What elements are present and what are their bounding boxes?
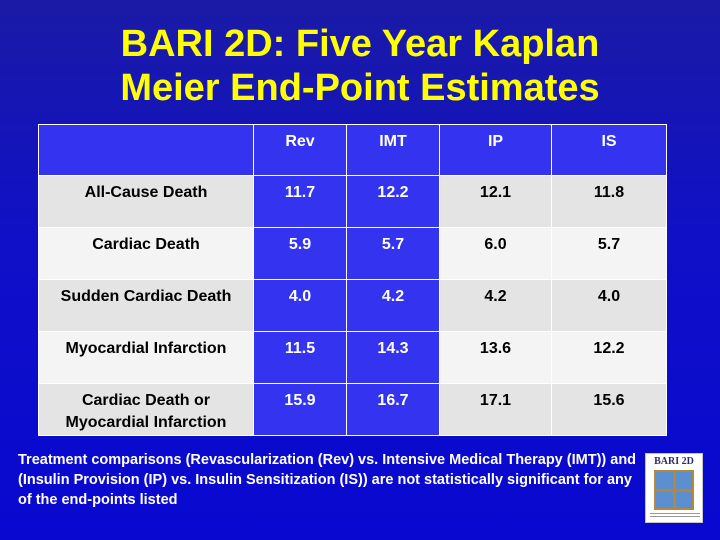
table-header-empty	[38, 124, 254, 176]
slide-title-line-2: Meier End-Point Estimates	[120, 67, 600, 109]
logo-tagline-lines	[650, 513, 700, 519]
table-cell: 4.2	[439, 279, 552, 332]
column-header-is: IS	[551, 124, 667, 176]
table-cell: 12.2	[551, 331, 667, 384]
table-cell: 4.0	[551, 279, 667, 332]
table-cell: 5.9	[253, 227, 347, 280]
logo-text: BARI 2D	[654, 456, 694, 467]
row-label: Cardiac Death	[38, 227, 254, 280]
endpoint-estimates-table: Rev IMT IP IS All-Cause Death 11.7 12.2 …	[38, 124, 667, 436]
table-cell: 17.1	[439, 383, 552, 436]
table-cell: 11.7	[253, 175, 347, 228]
column-header-rev: Rev	[253, 124, 347, 176]
row-label: Sudden Cardiac Death	[38, 279, 254, 332]
table-cell: 12.1	[439, 175, 552, 228]
table-cell: 6.0	[439, 227, 552, 280]
bari-2d-logo: BARI 2D	[645, 453, 703, 523]
table-cell: 4.0	[253, 279, 347, 332]
table-cell: 4.2	[346, 279, 440, 332]
table-cell: 16.7	[346, 383, 440, 436]
table-cell: 12.2	[346, 175, 440, 228]
row-label: Cardiac Death or Myocardial Infarction	[38, 383, 254, 436]
table-row: Cardiac Death 5.9 5.7 6.0 5.7	[38, 227, 667, 280]
table-row: All-Cause Death 11.7 12.2 12.1 11.8	[38, 175, 667, 228]
table-row: Myocardial Infarction 11.5 14.3 13.6 12.…	[38, 331, 667, 384]
table-row: Sudden Cardiac Death 4.0 4.2 4.2 4.0	[38, 279, 667, 332]
table-cell: 15.6	[551, 383, 667, 436]
window-icon	[654, 470, 694, 510]
column-header-ip: IP	[439, 124, 552, 176]
table-cell: 5.7	[551, 227, 667, 280]
table-cell: 11.5	[253, 331, 347, 384]
row-label: All-Cause Death	[38, 175, 254, 228]
table-cell: 15.9	[253, 383, 347, 436]
table-row: Cardiac Death or Myocardial Infarction 1…	[38, 383, 667, 436]
row-label: Myocardial Infarction	[38, 331, 254, 384]
slide-title: BARI 2D: Five Year Kaplan Meier End-Poin…	[0, 22, 720, 110]
table-cell: 11.8	[551, 175, 667, 228]
table-cell: 13.6	[439, 331, 552, 384]
slide-title-line-1: BARI 2D: Five Year Kaplan	[120, 23, 600, 65]
table-cell: 14.3	[346, 331, 440, 384]
table-cell: 5.7	[346, 227, 440, 280]
table-header-row: Rev IMT IP IS	[38, 124, 667, 176]
column-header-imt: IMT	[346, 124, 440, 176]
footnote: Treatment comparisons (Revascularization…	[18, 452, 637, 508]
